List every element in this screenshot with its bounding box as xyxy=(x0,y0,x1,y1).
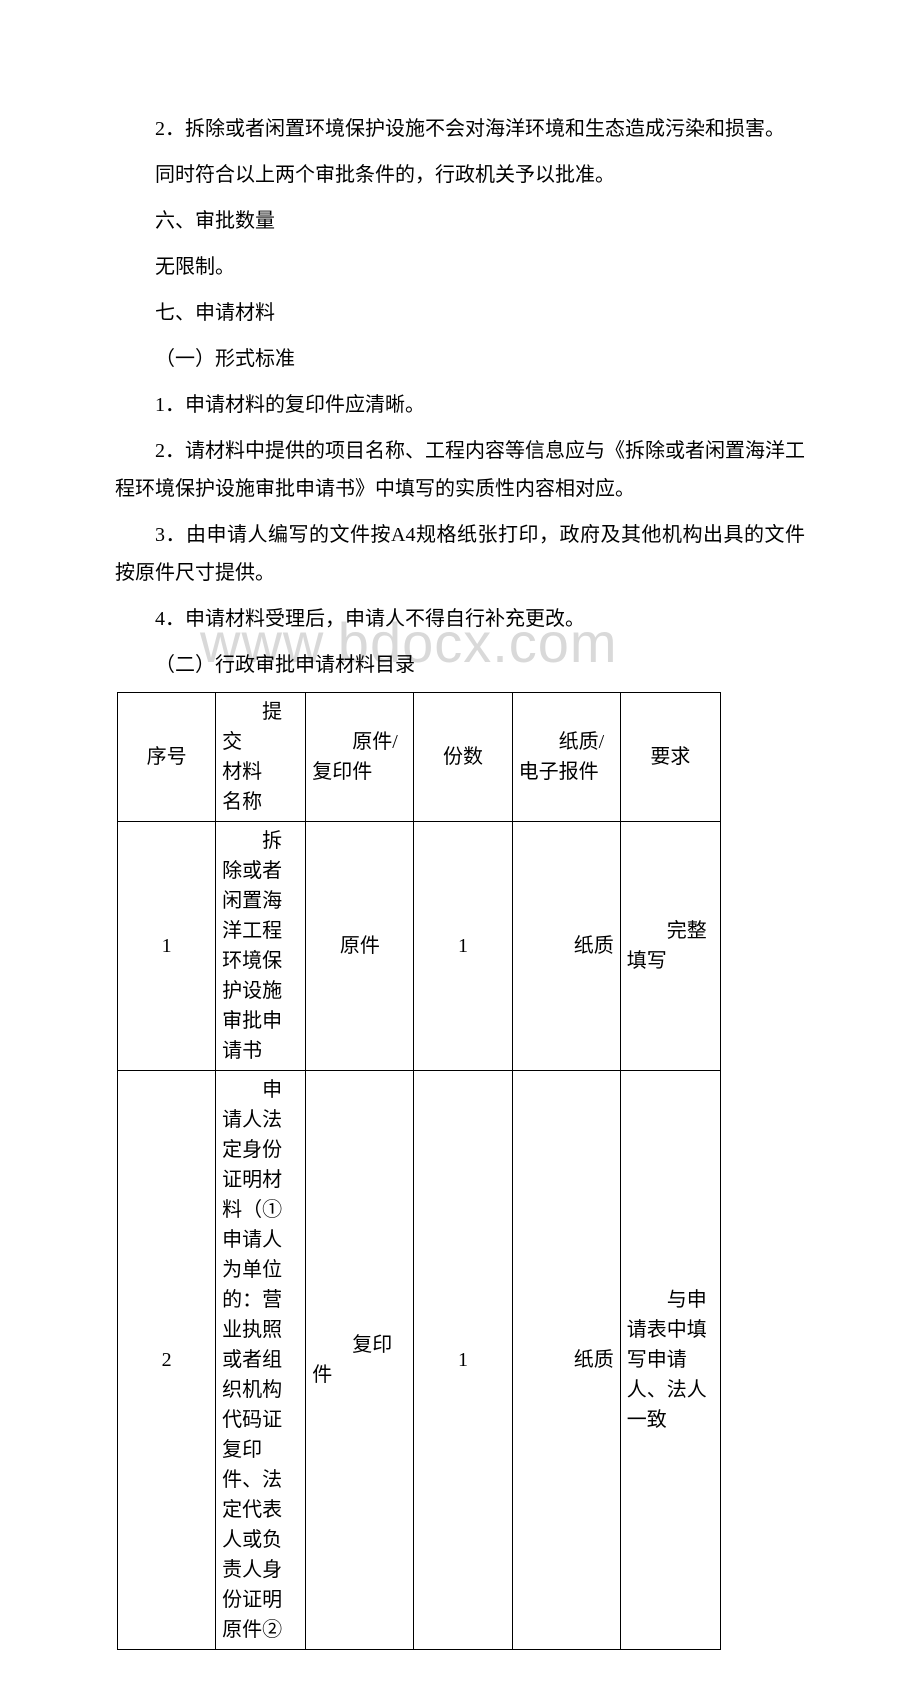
materials-table: 序号 提交 材料 名称 原件/ 复印件 份数 纸质/ 电子报件 要求 1 拆除或… xyxy=(117,692,721,1650)
cell-seq-1: 1 xyxy=(118,822,216,1071)
table-row: 2 申请人法定身份证明材料（①申请人为单位的：营业执照或者组织机构代码证复印件、… xyxy=(118,1071,721,1650)
header-orig-l1: 原件/ xyxy=(312,727,407,757)
cell-req-2: 与申请表中填写申请人、法人一致 xyxy=(620,1071,720,1650)
paragraph-item-3: 3．由申请人编写的文件按A4规格纸张打印，政府及其他机构出具的文件按原件尺寸提供… xyxy=(115,516,805,592)
cell-media-1: 纸质 xyxy=(512,822,620,1071)
subheading-format: （一）形式标准 xyxy=(115,340,805,378)
paragraph-item-2: 2．请材料中提供的项目名称、工程内容等信息应与《拆除或者闲置海洋工程环境保护设施… xyxy=(115,432,805,508)
paragraph-unlimited: 无限制。 xyxy=(115,248,805,286)
cell-material-1: 拆除或者闲置海洋工程环境保护设施审批申请书 xyxy=(216,822,306,1071)
heading-section-6: 六、审批数量 xyxy=(115,202,805,240)
cell-seq-2: 2 xyxy=(118,1071,216,1650)
header-material-l3: 名称 xyxy=(222,787,299,817)
heading-section-7: 七、申请材料 xyxy=(115,294,805,332)
paragraph-item-4: 4．申请材料受理后，申请人不得自行补充更改。 xyxy=(115,600,805,638)
header-req: 要求 xyxy=(620,693,720,822)
header-qty: 份数 xyxy=(414,693,512,822)
cell-orig-2: 复印件 xyxy=(306,1071,414,1650)
cell-material-2: 申请人法定身份证明材料（①申请人为单位的：营业执照或者组织机构代码证复印件、法定… xyxy=(216,1071,306,1650)
cell-media-2: 纸质 xyxy=(512,1071,620,1650)
table-row: 1 拆除或者闲置海洋工程环境保护设施审批申请书 原件 1 纸质 完整填写 xyxy=(118,822,721,1071)
cell-orig-1: 原件 xyxy=(306,822,414,1071)
subheading-catalog: （二）行政审批申请材料目录 xyxy=(115,646,805,684)
document-content: 2．拆除或者闲置环境保护设施不会对海洋环境和生态造成污染和损害。 同时符合以上两… xyxy=(115,110,805,1650)
paragraph-approval: 同时符合以上两个审批条件的，行政机关予以批准。 xyxy=(115,156,805,194)
table-header-row: 序号 提交 材料 名称 原件/ 复印件 份数 纸质/ 电子报件 要求 xyxy=(118,693,721,822)
header-original: 原件/ 复印件 xyxy=(306,693,414,822)
cell-qty-1: 1 xyxy=(414,822,512,1071)
paragraph-item-1: 1．申请材料的复印件应清晰。 xyxy=(115,386,805,424)
header-material-l1: 提交 xyxy=(222,697,299,757)
cell-qty-2: 1 xyxy=(414,1071,512,1650)
header-orig-l2: 复印件 xyxy=(312,757,407,787)
paragraph-condition-2: 2．拆除或者闲置环境保护设施不会对海洋环境和生态造成污染和损害。 xyxy=(115,110,805,148)
header-media: 纸质/ 电子报件 xyxy=(512,693,620,822)
cell-req-1: 完整填写 xyxy=(620,822,720,1071)
header-media-l2: 电子报件 xyxy=(519,757,614,787)
header-material-l2: 材料 xyxy=(222,757,299,787)
header-media-l1: 纸质/ xyxy=(519,727,614,757)
header-material: 提交 材料 名称 xyxy=(216,693,306,822)
cell-orig-2-text: 复印件 xyxy=(312,1330,407,1390)
header-seq: 序号 xyxy=(118,693,216,822)
